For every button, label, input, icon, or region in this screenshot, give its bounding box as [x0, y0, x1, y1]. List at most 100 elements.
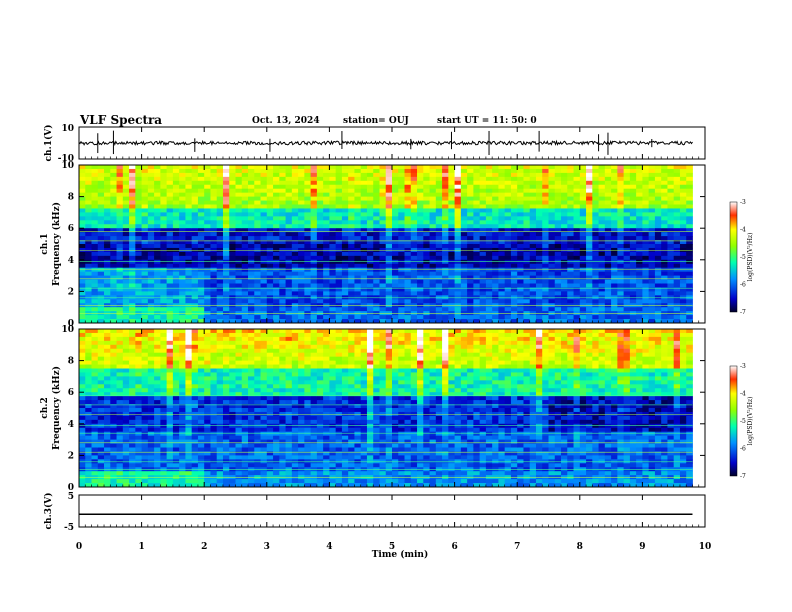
spectrogram-cell [417, 224, 424, 229]
spectrogram-cell [554, 275, 562, 280]
spectrogram-cell [122, 431, 130, 437]
spectrogram-cell [179, 307, 186, 312]
spectrogram-cell [97, 279, 105, 284]
spectrogram-cell [485, 275, 493, 280]
spectrogram-cell [285, 307, 293, 312]
spectrogram-cell [498, 255, 506, 261]
spectrogram-cell [561, 176, 568, 182]
spectrogram-cell [460, 251, 468, 257]
spectrogram-cell [216, 479, 224, 484]
spectrogram-cell [329, 307, 337, 312]
spectrogram-cell [104, 275, 111, 280]
spectrogram-cell [91, 180, 99, 186]
spectrogram-cell [648, 228, 656, 233]
spectrogram-cell [97, 431, 105, 437]
spectrogram-cell [141, 236, 149, 241]
spectrogram-cell [104, 392, 111, 397]
spectrogram-cell [279, 180, 286, 186]
spectrogram-cell [385, 232, 393, 237]
spectrogram-cell [354, 287, 362, 292]
spectrogram-cell [654, 259, 662, 265]
spectrogram-cell [523, 255, 531, 261]
spectrogram-cell [554, 307, 562, 312]
spectrogram-cell [291, 184, 299, 190]
spectrogram-cell [235, 348, 243, 354]
spectrogram-cell [191, 307, 199, 312]
spectrogram-cell [404, 267, 412, 273]
spectrogram-cell [254, 283, 261, 288]
spectrogram-cell [442, 236, 449, 241]
spectrogram-cell [154, 232, 161, 237]
spectrogram-cell [210, 455, 218, 460]
spectrogram-cell [122, 200, 130, 205]
spectrogram-cell [116, 419, 124, 425]
spectrogram-cell [354, 299, 362, 304]
spectrogram-cell [579, 200, 587, 205]
spectrogram-cell [636, 275, 643, 280]
spectrogram-cell [354, 188, 362, 194]
spectrogram-cell [122, 364, 130, 369]
spectrogram-cell [435, 208, 443, 213]
spectrogram-cell [85, 244, 92, 249]
spectrogram-cell [517, 259, 524, 265]
spectrogram-cell [661, 263, 668, 269]
spectrogram-cell [222, 483, 230, 488]
spectrogram-cell [460, 279, 468, 284]
spectrogram-cell [222, 165, 230, 170]
spectrogram-cell [110, 188, 117, 194]
spectrogram-cell [122, 479, 130, 484]
spectrogram-cell [404, 244, 412, 249]
spectrogram-cell [110, 291, 117, 296]
spectrogram-cell [110, 208, 117, 213]
spectrogram-cell [492, 172, 499, 178]
spectrogram-cell [554, 196, 562, 201]
spectrogram-cell [285, 271, 293, 276]
spectrogram-cell [154, 408, 161, 413]
spectrogram-cell [110, 380, 117, 385]
spectrogram-cell [586, 176, 593, 182]
spectrogram-cell [197, 329, 205, 334]
spectrogram-cell [135, 479, 142, 484]
spectrogram-cell [642, 315, 650, 320]
spectrogram-cell [586, 180, 593, 186]
spectrogram-cell [160, 232, 168, 237]
spectrogram-cell [654, 240, 662, 245]
spectrogram-cell [79, 419, 86, 425]
spectrogram-cell [661, 275, 668, 280]
spectrogram-cell [648, 240, 656, 245]
spectrogram-cell [197, 196, 205, 201]
spectrogram-cell [423, 259, 430, 265]
spectrogram-cell [504, 208, 512, 213]
spectrogram-cell [460, 307, 468, 312]
spectrogram-cell [448, 212, 455, 217]
spectrogram-cell [335, 212, 343, 217]
spectrogram-cell [298, 184, 305, 190]
spectrogram-cell [316, 165, 324, 170]
spectrogram-cell [604, 267, 612, 273]
spectrogram-cell [104, 384, 111, 389]
spectrogram-cell [392, 244, 399, 249]
spectrogram-cell [104, 192, 111, 197]
spectrogram-cell [185, 259, 193, 265]
spectrogram-cell [97, 299, 105, 304]
spectrogram-cell [542, 180, 549, 186]
spectrogram-cell [229, 267, 236, 273]
spectrogram-cell [79, 263, 86, 269]
spectrogram-cell [166, 348, 174, 354]
spectrogram-cell [154, 228, 161, 233]
spectrogram-cell [166, 283, 174, 288]
spectrogram-cell [179, 299, 186, 304]
spectrogram-cell [410, 287, 418, 292]
spectrogram-cell [216, 408, 224, 413]
spectrogram-cell [467, 212, 474, 217]
spectrogram-cell [179, 455, 186, 460]
spectrogram-cell [579, 307, 587, 312]
spectrogram-cell [248, 208, 255, 213]
spectrogram-cell [216, 188, 224, 194]
spectrogram-cell [116, 451, 124, 456]
spectrogram-cell [642, 216, 650, 221]
spectrogram-cell [492, 176, 499, 182]
spectrogram-cell [141, 336, 149, 342]
spectrogram-cell [79, 400, 86, 405]
spectrogram-cell [310, 271, 318, 276]
